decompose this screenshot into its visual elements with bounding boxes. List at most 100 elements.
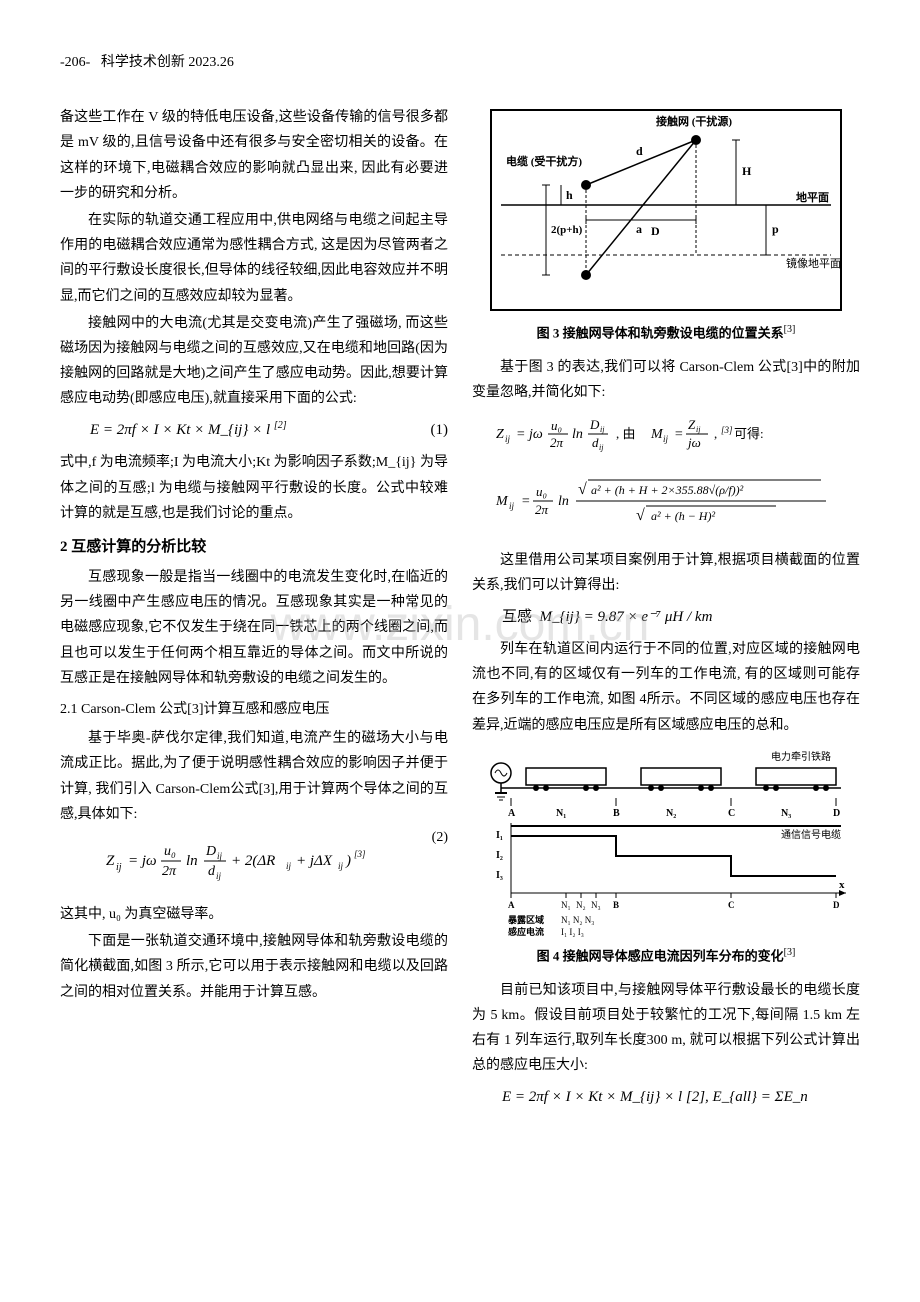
svg-text:a² + (h − H)²: a² + (h − H)² <box>651 509 715 523</box>
svg-text:N₃: N₃ <box>781 808 791 819</box>
svg-text:ij: ij <box>696 425 701 434</box>
svg-text:ij: ij <box>216 871 222 881</box>
formula-6: E = 2πf × I × Kt × M_{ij} × l [2], E_{al… <box>472 1084 860 1111</box>
svg-text:ij: ij <box>116 862 122 873</box>
svg-text:ij: ij <box>217 851 223 861</box>
svg-text:镜像地平面: 镜像地平面 <box>786 256 841 270</box>
svg-text:√: √ <box>578 481 587 498</box>
svg-text:a: a <box>636 222 642 236</box>
svg-text:=: = <box>521 494 530 509</box>
svg-text:h: h <box>566 188 573 202</box>
paragraph-4: 式中,f 为电流频率;I 为电流大小;Kt 为影响因子系数;M_{ij} 为导体… <box>60 450 448 526</box>
page-number: -206- <box>60 55 90 70</box>
paragraph-11: 列车在轨道区间内运行于不同的位置,对应区域的接触网电流也不同,有的区域仅有一列车… <box>472 637 860 738</box>
svg-text:): ) <box>345 853 351 869</box>
svg-text:,: , <box>714 426 717 441</box>
section-2-title: 2 互感计算的分析比较 <box>60 534 448 561</box>
svg-text:地平面: 地平面 <box>796 190 829 204</box>
svg-text:A: A <box>508 900 515 910</box>
paragraph-9: 基于图 3 的表达,我们可以将 Carson-Clem 公式[3]中的附加变量忽… <box>472 355 860 405</box>
svg-text:ij: ij <box>600 425 605 434</box>
svg-text:ij: ij <box>663 434 669 444</box>
paragraph-8: 下面是一张轨道交通环境中,接触网导体和轨旁敷设电缆的简化横截面,如图 3 所示,… <box>60 929 448 1005</box>
svg-text:I₂: I₂ <box>496 850 503 861</box>
figure-4-svg: 电力牵引铁路 A B C D <box>481 748 851 938</box>
figure-4-caption: 图 4 接触网导体感应电流因列车分布的变化[3] <box>472 944 860 968</box>
svg-text:C: C <box>728 808 735 819</box>
formula-2: Z ij = jω u₀ 2π ln D ij d ij + 2(ΔR ij +… <box>60 835 448 894</box>
svg-text:Z: Z <box>106 853 115 869</box>
svg-text:ln: ln <box>572 427 583 442</box>
paragraph-2: 在实际的轨道交通工程应用中,供电网络与电缆之间起主导作用的电磁耦合效应通常为感性… <box>60 208 448 309</box>
content-area: 备这些工作在 V 级的特低电压设备,这些设备传输的信号很多都是 mV 级的,且信… <box>60 105 860 1111</box>
figure-3-svg: 地平面 镜像地平面 接触网 (干扰源) 电缆 (受干扰方) d D H h <box>486 105 846 315</box>
paragraph-1: 备这些工作在 V 级的特低电压设备,这些设备传输的信号很多都是 mV 级的,且信… <box>60 105 448 206</box>
svg-text:N₁: N₁ <box>556 808 566 819</box>
figure-3: 地平面 镜像地平面 接触网 (干扰源) 电缆 (受干扰方) d D H h <box>472 105 860 345</box>
svg-text:I₁: I₁ <box>496 830 503 841</box>
formula-4: M ij = u₀ 2π ln √ a² + (h + H + 2×355.88… <box>472 470 860 539</box>
svg-text:= jω: = jω <box>128 853 157 869</box>
svg-text:D: D <box>205 844 216 859</box>
svg-text:C: C <box>728 900 735 910</box>
svg-text:ij: ij <box>505 434 511 444</box>
svg-text:[3]: [3] <box>354 849 366 859</box>
svg-text:2π: 2π <box>550 435 564 450</box>
svg-text:2π: 2π <box>535 502 549 517</box>
svg-text:ij: ij <box>286 861 292 871</box>
svg-text:D: D <box>833 900 840 910</box>
svg-text:ij: ij <box>599 443 604 452</box>
svg-text:u₀: u₀ <box>551 418 562 433</box>
svg-text:N₂: N₂ <box>666 808 676 819</box>
svg-text:+ jΔX: + jΔX <box>296 853 333 869</box>
svg-text:, 由: , 由 <box>616 426 636 441</box>
svg-text:A: A <box>508 808 516 819</box>
svg-text:H: H <box>742 164 752 178</box>
svg-text:M: M <box>650 427 664 442</box>
svg-text:Z: Z <box>688 417 696 432</box>
svg-text:+ 2(ΔR: + 2(ΔR <box>231 853 275 869</box>
svg-text:暴露区域: 暴露区域 <box>507 914 544 925</box>
svg-text:d: d <box>636 144 643 158</box>
svg-text:ln: ln <box>186 853 198 869</box>
paragraph-7: 这其中, u₀ 为真空磁导率。 <box>60 902 448 927</box>
svg-text:√: √ <box>636 507 645 524</box>
svg-text:I₃: I₃ <box>496 870 503 881</box>
formula-3: Z ij = jω u₀ 2π ln D ij d ij , 由 M ij = … <box>472 413 860 462</box>
paragraph-3: 接触网中的大电流(尤其是交变电流)产生了强磁场, 而这些磁场因为接触网与电缆之间… <box>60 311 448 412</box>
svg-text:2π: 2π <box>162 864 177 879</box>
paragraph-6: 基于毕奥-萨伐尔定律,我们知道,电流产生的磁场大小与电流成正比。据此,为了便于说… <box>60 726 448 827</box>
svg-text:u₀: u₀ <box>536 484 547 499</box>
svg-text:[3]: [3] <box>721 425 733 435</box>
svg-text:接触网 (干扰源): 接触网 (干扰源) <box>656 114 732 128</box>
svg-text:x: x <box>839 879 845 891</box>
svg-text:u₀: u₀ <box>164 844 176 859</box>
paragraph-12: 目前已知该项目中,与接触网导体平行敷设最长的电缆长度为 5 km。假设目前项目处… <box>472 978 860 1079</box>
svg-text:=: = <box>674 427 683 442</box>
svg-text:D: D <box>651 224 660 238</box>
svg-text:M: M <box>495 494 509 509</box>
svg-text:N₁: N₁ <box>561 900 571 910</box>
paragraph-5: 互感现象一般是指当一线圈中的电流发生变化时,在临近的另一线圈中产生感应电压的情况… <box>60 565 448 691</box>
svg-text:感应电流: 感应电流 <box>508 926 544 937</box>
svg-text:jω: jω <box>686 435 701 450</box>
svg-text:D: D <box>589 417 600 432</box>
figure-4: 电力牵引铁路 A B C D <box>472 748 860 968</box>
svg-text:B: B <box>613 808 620 819</box>
svg-text:N₁ N₂ N₃: N₁ N₂ N₃ <box>561 915 594 925</box>
svg-text:ln: ln <box>558 494 569 509</box>
svg-text:I₁ I₂ I₃: I₁ I₂ I₃ <box>561 927 584 937</box>
svg-text:通信信号电缆: 通信信号电缆 <box>781 828 841 841</box>
svg-text:d: d <box>592 435 599 450</box>
svg-text:D: D <box>833 808 840 819</box>
svg-text:B: B <box>613 900 619 910</box>
journal-title: 科学技术创新 2023.26 <box>101 55 234 70</box>
svg-text:a² + (h + H + 2×355.88√(ρ/f))²: a² + (h + H + 2×355.88√(ρ/f))² <box>591 483 744 497</box>
svg-text:电力牵引铁路: 电力牵引铁路 <box>771 750 831 763</box>
svg-text:电缆 (受干扰方): 电缆 (受干扰方) <box>506 154 582 168</box>
svg-text:N₃: N₃ <box>591 900 601 910</box>
paragraph-10: 这里借用公司某项目案例用于计算,根据项目横截面的位置关系,我们可以计算得出: <box>472 548 860 598</box>
formula-1: E = 2πf × I × Kt × M_{ij} × l [2] (1) <box>60 417 448 444</box>
svg-text:N₂: N₂ <box>576 900 586 910</box>
svg-text:p: p <box>772 222 779 236</box>
